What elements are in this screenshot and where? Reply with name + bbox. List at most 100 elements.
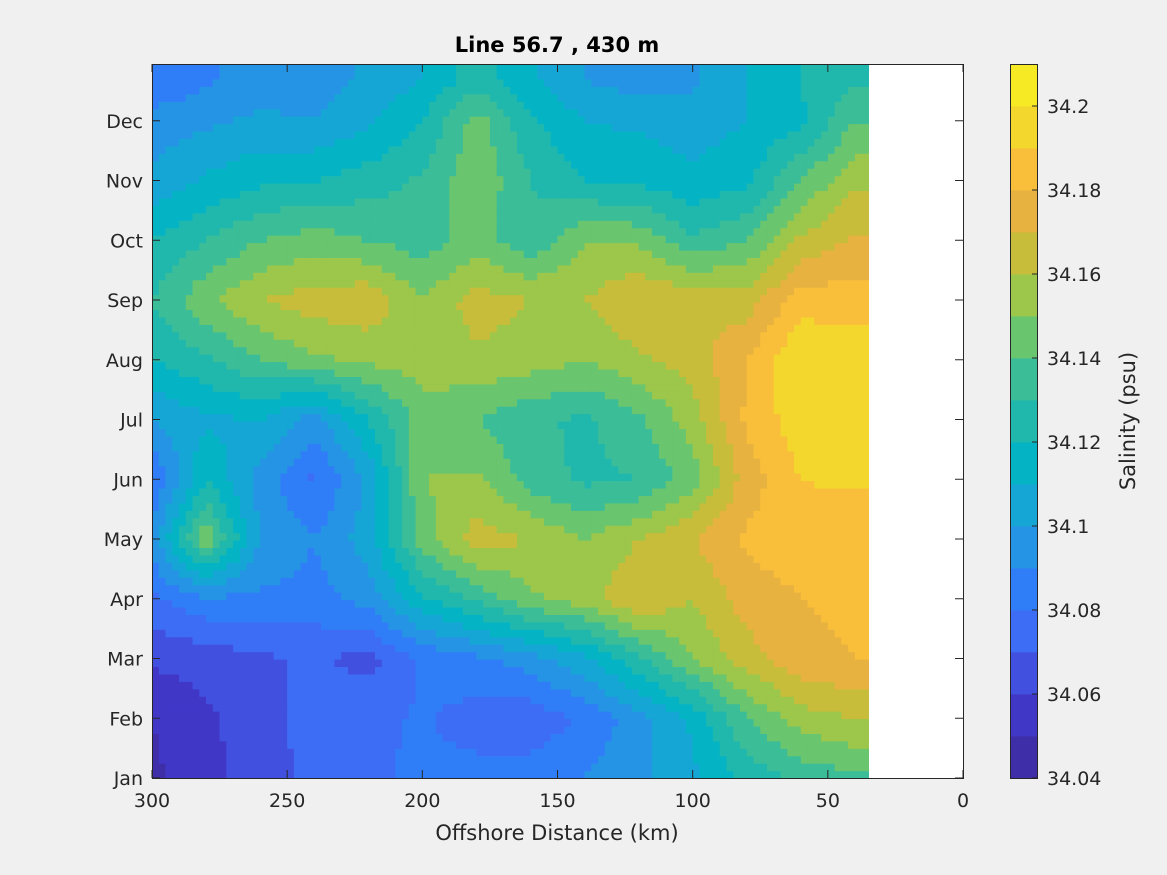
heatmap-cell [165, 160, 173, 169]
heatmap-cell [239, 696, 248, 705]
heatmap-cell [496, 294, 505, 303]
heatmap-cell [442, 316, 450, 325]
heatmap-cell [152, 673, 160, 682]
heatmap-cell [206, 517, 214, 526]
heatmap-cell [354, 763, 363, 772]
heatmap-cell [442, 540, 450, 549]
heatmap-cell [375, 368, 383, 377]
heatmap-cell [273, 346, 282, 355]
heatmap-cell [314, 733, 322, 742]
heatmap-cell [462, 525, 471, 534]
heatmap-cell [476, 681, 484, 690]
heatmap-cell [462, 309, 471, 318]
heatmap-cell [165, 257, 173, 266]
heatmap-cell [462, 64, 471, 73]
heatmap-cell [320, 86, 329, 95]
heatmap-cell [219, 257, 227, 266]
heatmap-cell [429, 138, 437, 147]
heatmap-cell [429, 458, 437, 467]
heatmap-cell [206, 725, 214, 734]
heatmap-cell [476, 465, 484, 474]
heatmap-cell [402, 740, 410, 749]
heatmap-cell [388, 659, 396, 668]
heatmap-cell [320, 740, 329, 749]
heatmap-cell [483, 592, 491, 601]
heatmap-cell [233, 614, 241, 623]
heatmap-cell [152, 703, 160, 712]
heatmap-cell [179, 331, 187, 340]
heatmap-cell [435, 606, 444, 615]
heatmap-cell [388, 584, 396, 593]
heatmap-cell [408, 659, 417, 668]
heatmap-cell [456, 703, 464, 712]
heatmap-cell [375, 651, 383, 660]
heatmap-cell [199, 145, 207, 154]
heatmap-cell [293, 651, 302, 660]
heatmap-cell [327, 309, 336, 318]
heatmap-cell [199, 302, 207, 311]
heatmap-cell [334, 673, 342, 682]
heatmap-cell [253, 711, 261, 720]
heatmap-cell [293, 517, 302, 526]
heatmap-cell [165, 696, 173, 705]
heatmap-cell [246, 606, 254, 615]
heatmap-cell [300, 562, 309, 571]
heatmap-cell [415, 383, 423, 392]
heatmap-cell [307, 725, 315, 734]
heatmap-cell [341, 443, 349, 452]
heatmap-cell [280, 316, 288, 325]
heatmap-cell [442, 398, 450, 407]
heatmap-cell [442, 428, 450, 437]
heatmap-cell [361, 249, 369, 258]
heatmap-cell [233, 331, 241, 340]
heatmap-cell [435, 584, 444, 593]
heatmap-cell [429, 116, 437, 125]
heatmap-cell [347, 227, 356, 236]
heatmap-cell [300, 614, 309, 623]
heatmap-cell [489, 725, 498, 734]
heatmap-cell [395, 554, 403, 563]
heatmap-cell [361, 101, 369, 110]
heatmap-cell [429, 443, 437, 452]
heatmap-cell [199, 130, 207, 139]
heatmap-cell [368, 547, 376, 556]
heatmap-cell [253, 93, 261, 102]
heatmap-cell [489, 339, 498, 348]
heatmap-cell [415, 718, 423, 727]
heatmap-cell [489, 183, 498, 192]
heatmap-cell [327, 517, 336, 526]
heatmap-cell [314, 205, 322, 214]
heatmap-cell [361, 755, 369, 764]
heatmap-cell [307, 502, 315, 511]
heatmap-cell [341, 257, 349, 266]
heatmap-cell [226, 554, 234, 563]
heatmap-cell [408, 763, 417, 772]
heatmap-cell [442, 331, 450, 340]
heatmap-cell [300, 458, 309, 467]
heatmap-cell [179, 502, 187, 511]
heatmap-cell [287, 242, 295, 251]
heatmap-cell [165, 502, 173, 511]
heatmap-cell [375, 473, 383, 482]
heatmap-cell [253, 718, 261, 727]
heatmap-cell [449, 748, 457, 757]
heatmap-cell [347, 517, 356, 526]
heatmap-cell [314, 168, 322, 177]
heatmap-cell [368, 458, 376, 467]
heatmap-cell [395, 123, 403, 132]
heatmap-cell [395, 361, 403, 370]
heatmap-cell [158, 175, 167, 184]
heatmap-cell [158, 86, 167, 95]
heatmap-cell [300, 465, 309, 474]
heatmap-cell [158, 413, 167, 422]
heatmap-cell [483, 740, 491, 749]
heatmap-cell [206, 651, 214, 660]
heatmap-cell [429, 339, 437, 348]
heatmap-cell [212, 428, 221, 437]
heatmap-cell [192, 502, 200, 511]
heatmap-cell [395, 153, 403, 162]
heatmap-cell [347, 763, 356, 772]
heatmap-cell [287, 368, 295, 377]
heatmap-cell [233, 547, 241, 556]
heatmap-cell [341, 309, 349, 318]
